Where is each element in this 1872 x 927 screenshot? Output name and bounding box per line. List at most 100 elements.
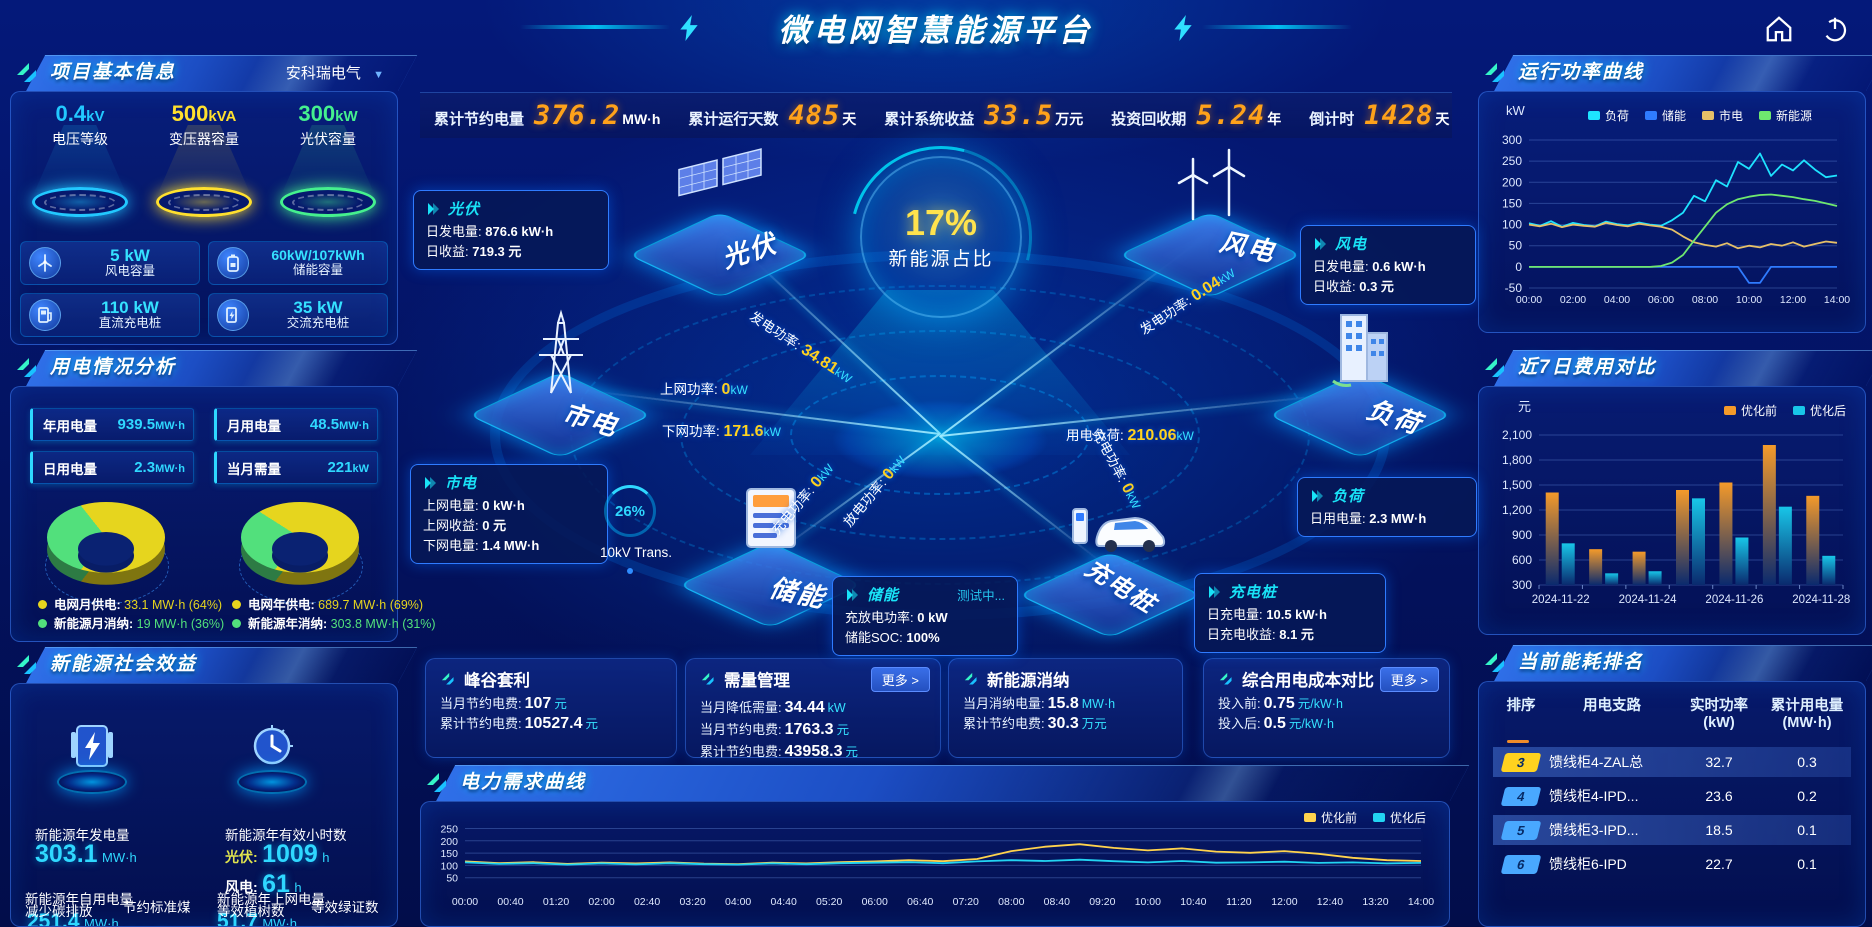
table-row-4[interactable]: 4 馈线柜4-IPD... 23.6 0.2 (1493, 781, 1851, 811)
card-cost-compare: 综合用电成本对比 投入前: 0.75 元/kW·h 投入后: 0.5 元/kW·h 更多 > (1203, 658, 1450, 758)
more-button[interactable]: 更多 > (870, 667, 930, 692)
svg-text:14:00: 14:00 (1408, 896, 1434, 908)
svg-text:13:20: 13:20 (1362, 896, 1388, 908)
ranking-header: 排序 用电支路 实时功率 (kW) 累计用电量 (MW·h) (1493, 698, 1851, 732)
svg-text:2024-11-26: 2024-11-26 (1705, 594, 1763, 606)
panel-rank-body: 排序 用电支路 实时功率 (kW) 累计用电量 (MW·h) 3 馈线柜4-ZAL总 32.7 0… (1478, 681, 1866, 927)
svg-text:02:40: 02:40 (634, 896, 660, 908)
legend-item[interactable]: 电网年供电: 689.7 MW·h (69%) (232, 596, 423, 615)
infobox-row: 下网电量: 1.4 MW·h (423, 538, 540, 553)
run-power-chart: 300 250 200 150 100 50 0 -50 00:00 02:00 04:00 06:0… (1479, 124, 1865, 325)
usage-stat-2: 日用电量 2.3MW·h (30, 451, 194, 484)
legend-item-优化后[interactable]: 优化后 (1372, 809, 1426, 826)
infobox-row: 储能SOC: 100% (845, 630, 940, 645)
panel-benefit-body: 新能源年发电量 303.1 MW·h 新能源年有效小时数 光伏: 1009 h … (10, 683, 398, 927)
table-row-6[interactable]: 6 馈线柜6-IPD 22.7 0.1 (1493, 849, 1851, 879)
power-icon[interactable] (1820, 14, 1850, 44)
arrow-icon (1312, 489, 1323, 502)
table-row-3[interactable]: 3 馈线柜4-ZAL总 32.7 0.3 (1493, 747, 1851, 777)
svg-text:04:00: 04:00 (725, 896, 751, 908)
panel-corner-icon (17, 63, 36, 82)
infobox-row: 日发电量: 876.6 kW·h (426, 224, 554, 239)
more-button[interactable]: 更多 > (1379, 667, 1439, 692)
table-row-5[interactable]: 5 馈线柜3-IPD... 18.5 0.1 (1493, 815, 1851, 845)
home-icon[interactable] (1764, 14, 1794, 44)
wind-turbine-icon (29, 247, 61, 279)
panel-cost-header: 近7日费用对比 (1478, 350, 1872, 386)
node-grid[interactable]: 市电 (468, 305, 652, 475)
svg-text:200: 200 (440, 836, 458, 848)
company-name: 安科瑞电气 (285, 65, 361, 82)
capacity-card-2: 110 kW 直流充电桩 (20, 293, 200, 337)
infobox-row: 日收益: 719.3 元 (426, 244, 522, 259)
legend-item[interactable]: 电网月供电: 33.1 MW·h (64%) (38, 596, 222, 615)
ev-car-icon (1072, 508, 1166, 552)
legend-item-市电[interactable]: 市电 (1702, 107, 1743, 124)
energy-flow-diagram: 17% 新能源占比 光伏 风电 (410, 112, 1477, 656)
panel-run-body: 300 250 200 150 100 50 0 -50 00:00 02:00 04:00 06:0… (1478, 91, 1866, 333)
capacity-cards: 5 kW 风电容量 60kW/107kWh 储能容量 110 kW 直流充电桩 35 kW 交… (20, 241, 388, 337)
panel-corner-icon (17, 358, 36, 377)
infobox-row: 日充电收益: 8.1 元 (1207, 627, 1314, 642)
infobox-row: 日收益: 0.3 元 (1313, 279, 1394, 294)
legend-item-优化后[interactable]: 优化后 (1792, 402, 1846, 419)
panel-demand-curve: 电力需求曲线 250 200 150 100 50 00:00 00:40 01:20 02:0… (420, 765, 1470, 927)
infobox-row: 日用电量: 2.3 MW·h (1310, 511, 1427, 526)
svg-text:02:00: 02:00 (588, 896, 614, 908)
svg-text:300: 300 (1502, 133, 1522, 147)
panel-run-header: 运行功率曲线 (1478, 55, 1872, 91)
svg-text:03:20: 03:20 (679, 896, 705, 908)
legend-item[interactable]: 新能源年消纳: 303.8 MW·h (31%) (232, 615, 436, 634)
kpi-2: 累计系统收益 33.5 万元 (884, 100, 1084, 131)
panel-demand-body: 250 200 150 100 50 00:00 00:40 01:20 02:00 02:40 0… (420, 801, 1450, 927)
legend-item-新能源[interactable]: 新能源 (1759, 107, 1812, 124)
card-title: 需量管理 (724, 672, 790, 690)
lightning-icon (680, 15, 698, 41)
benefit-bottom-value-0: 251.4 MW·h (27, 910, 119, 927)
svg-text:00:00: 00:00 (1516, 294, 1542, 306)
legend-item[interactable]: 新能源月消纳: 19 MW·h (36%) (38, 615, 224, 634)
panel-corner-icon (1485, 358, 1504, 377)
legend-item-优化前[interactable]: 优化前 (1723, 402, 1777, 419)
hours-label: 新能源年有效小时数 (225, 828, 347, 843)
flow-label-1: 上网功率: 0kW (660, 381, 748, 398)
card-title: 新能源消纳 (987, 672, 1070, 690)
capacity-cone-1: 500kVA 变压器容量 (145, 101, 263, 229)
card-row: 累计节约电费: 30.3 万元 (963, 715, 1107, 732)
panel-corner-icon (701, 672, 714, 685)
panel-corner-icon (964, 672, 977, 685)
title-deco-left (520, 25, 670, 29)
donut-legend-energy-month: 电网月供电: 33.1 MW·h (64%) 新能源月消纳: 19 MW·h (3… (10, 596, 224, 634)
node-load[interactable]: 负荷 (1268, 305, 1452, 475)
card-title: 峰谷套利 (464, 672, 530, 690)
node-pv[interactable]: 光伏 (628, 145, 812, 315)
hours-pedestal (229, 712, 315, 802)
svg-text:50: 50 (446, 873, 458, 885)
legend-item-优化前[interactable]: 优化前 (1303, 809, 1357, 826)
card-row: 当月节约电费: 1763.3 元 (700, 721, 850, 738)
usage-donuts (10, 502, 398, 604)
svg-text:2024-11-22: 2024-11-22 (1532, 594, 1590, 606)
infobox-row: 日充电量: 10.5 kW·h (1207, 607, 1327, 622)
legend-item-负荷[interactable]: 负荷 (1588, 107, 1629, 124)
company-dropdown[interactable]: 安科瑞电气 ▼ (286, 62, 384, 83)
svg-text:14:00: 14:00 (1824, 294, 1850, 306)
donut-chart-energy-year (239, 502, 363, 604)
benefit-bottom-label-5: 等效绿证数 (311, 900, 379, 915)
ranking-col-0: 排序 (1506, 698, 1536, 714)
panel-energy-ranking: 当前能耗排名 排序 用电支路 实时功率 (kW) 累计用电量 (MW·h) 3 馈线柜4-ZA… (1478, 645, 1872, 927)
panel-project-body (10, 91, 398, 345)
card-row: 累计节约电费: 10527.4 元 (440, 715, 598, 732)
node-charger[interactable]: 充电桩 (1018, 485, 1202, 655)
infobox-row: 上网电量: 0 kW·h (423, 498, 525, 513)
node-wind[interactable]: 风电 (1118, 145, 1302, 315)
ranking-col-3: 累计用电量 (MW·h) (1770, 698, 1844, 731)
legend-item-储能[interactable]: 储能 (1645, 107, 1686, 124)
node-storage[interactable]: 储能 (678, 475, 862, 645)
battery-lightning-icon (71, 725, 113, 767)
title-deco-right (1202, 25, 1352, 29)
infobox-load: 负荷 日用电量: 2.3 MW·h (1297, 477, 1477, 537)
kpi-topbar: 累计节约电量 376.2 MW·h 累计运行天数 485 天累计系统收益 33.5 万元 投资回… (420, 92, 1452, 138)
infobox-grid: 市电 上网电量: 0 kW·h 上网收益: 0 元下网电量: 1.4 MW·h (410, 464, 608, 564)
